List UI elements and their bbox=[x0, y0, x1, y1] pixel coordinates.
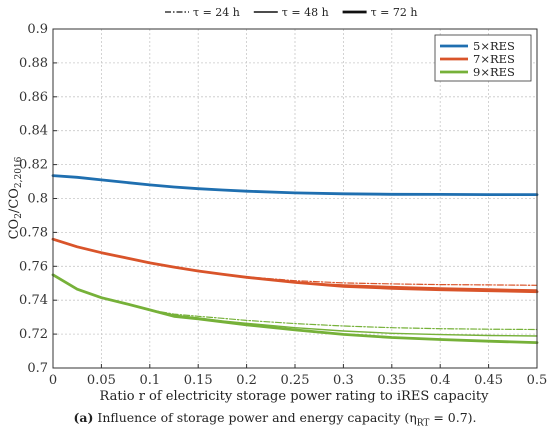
y-tick-label: 0.9 bbox=[27, 22, 48, 37]
x-axis-label: Ratio r of electricity storage power rat… bbox=[100, 389, 490, 404]
y-tick-label: 0.74 bbox=[19, 293, 48, 308]
tau-legend-label: τ = 72 h bbox=[371, 6, 418, 19]
y-tick-label: 0.8 bbox=[27, 192, 48, 207]
legend-label: 9×RES bbox=[473, 65, 515, 79]
series-line-7xres-tau-72h bbox=[51, 237, 539, 294]
series-line-5xres-tau-72h bbox=[51, 174, 539, 197]
x-tick-label: 0 bbox=[49, 373, 57, 388]
x-tick-label: 0.25 bbox=[281, 373, 310, 388]
tick-layer: 0 0.05 0.1 0.15 0.2 0.25 0.3 0.35 0.4 0.45 0.5 0.7 0… bbox=[19, 22, 547, 388]
caption-text: Influence of storage power and energy ca… bbox=[97, 410, 417, 425]
x-tick-label: 0.15 bbox=[184, 373, 213, 388]
y-tick-label: 0.76 bbox=[19, 259, 48, 274]
y-tick-label: 0.72 bbox=[19, 327, 48, 342]
x-tick-label: 0.4 bbox=[430, 373, 451, 388]
tau-legend: τ = 24 h τ = 48 h τ = 72 h bbox=[165, 6, 417, 19]
x-tick-label: 0.05 bbox=[87, 373, 116, 388]
y-tick-label: 0.86 bbox=[19, 90, 48, 105]
x-tick-label: 0.5 bbox=[527, 373, 548, 388]
caption-tail: = 0.7). bbox=[429, 410, 477, 425]
x-tick-label: 0.1 bbox=[139, 373, 160, 388]
figure-caption: (a) Influence of storage power and energ… bbox=[0, 410, 550, 429]
series-line-9xres-tau-72h bbox=[51, 273, 539, 345]
line-chart: 0 0.05 0.1 0.15 0.2 0.25 0.3 0.35 0.4 0.45 0.5 0.7 0… bbox=[7, 6, 547, 404]
x-tick-label: 0.35 bbox=[377, 373, 406, 388]
tau-legend-label: τ = 24 h bbox=[193, 6, 240, 19]
x-tick-label: 0.3 bbox=[333, 373, 354, 388]
grid-layer bbox=[52, 28, 538, 369]
y-tick-label: 0.84 bbox=[19, 124, 48, 139]
y-axis-label: CO2/CO2,2016 bbox=[7, 156, 24, 239]
tau-legend-label: τ = 48 h bbox=[282, 6, 329, 19]
y-tick-label: 0.7 bbox=[27, 361, 48, 376]
y-tick-label: 0.82 bbox=[19, 158, 48, 173]
legend-label: 7×RES bbox=[473, 52, 515, 66]
caption-sub: RT bbox=[416, 418, 430, 429]
legend-label: 5×RES bbox=[473, 39, 515, 53]
y-tick-label: 0.88 bbox=[19, 56, 48, 71]
x-tick-label: 0.2 bbox=[236, 373, 257, 388]
x-tick-label: 0.45 bbox=[474, 373, 503, 388]
y-tick-label: 0.78 bbox=[19, 225, 48, 240]
caption-label: (a) bbox=[73, 410, 94, 425]
series-layer bbox=[51, 174, 539, 345]
